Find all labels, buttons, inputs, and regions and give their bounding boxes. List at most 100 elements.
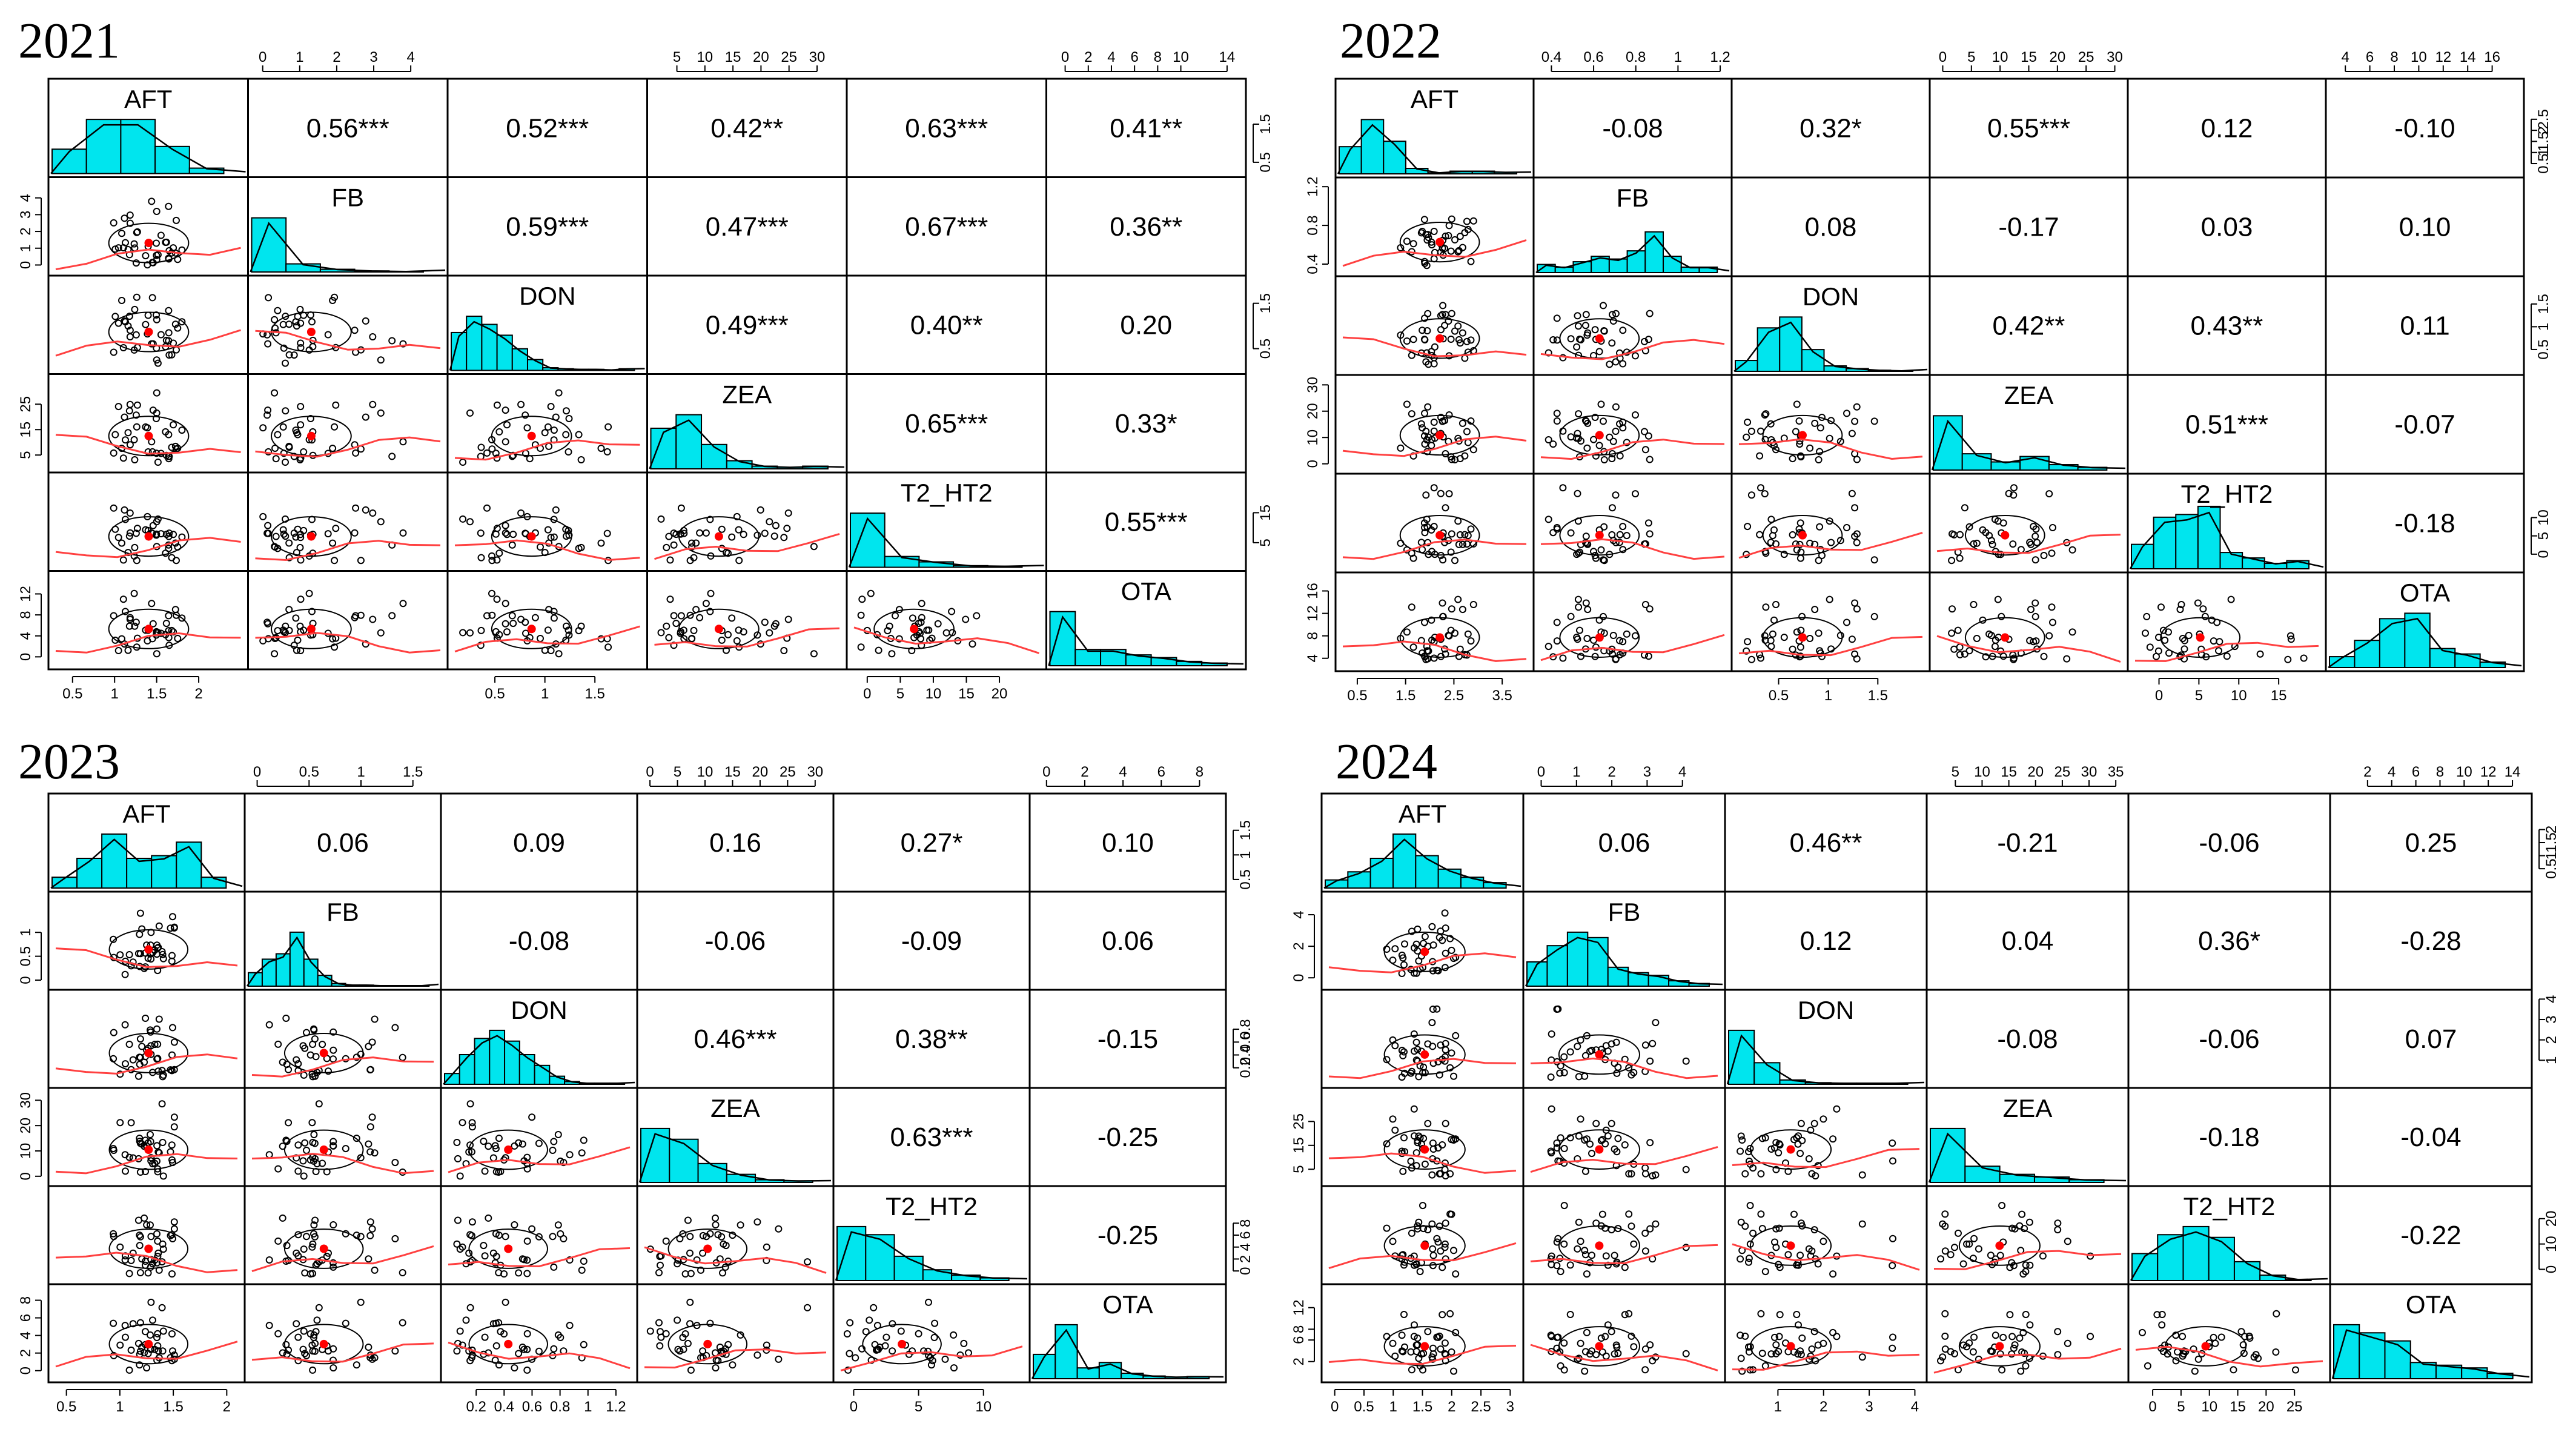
scatter-point — [858, 595, 866, 603]
scatter-point — [1595, 348, 1603, 356]
scatter-point — [523, 1330, 531, 1338]
scatter-point — [918, 614, 925, 622]
scatter-point — [1448, 1049, 1455, 1057]
scatter-point — [1772, 1341, 1780, 1349]
top-tick-label: 6 — [2366, 49, 2374, 65]
scatter-point — [1614, 1063, 1622, 1071]
scatter-point — [1420, 940, 1428, 947]
scatter-point — [1796, 540, 1804, 548]
scatter-point — [1619, 327, 1627, 334]
histogram-bar — [893, 1255, 924, 1282]
scatter-point — [165, 612, 173, 620]
left-tick-label: 2 — [18, 227, 34, 235]
smooth-line — [654, 532, 840, 560]
scatter-point — [366, 1148, 374, 1156]
histogram-bar — [2404, 612, 2431, 668]
scatter-point — [1641, 337, 1648, 345]
left-tick-label: 30 — [1305, 377, 1321, 393]
scatter-point — [693, 1256, 701, 1264]
scatter-point — [357, 1050, 365, 1058]
scatter-point — [555, 389, 563, 397]
scatter-point — [285, 626, 293, 634]
centroid-point — [306, 532, 316, 541]
centroid-point — [1420, 1342, 1429, 1351]
scatter-point — [124, 429, 132, 437]
scatter-point — [775, 1355, 783, 1363]
scatter-point — [2256, 650, 2264, 658]
right-tick-label: 4 — [1237, 1243, 1254, 1251]
scatter-point — [2146, 643, 2154, 651]
scatter-point — [1560, 1366, 1568, 1374]
scatter-point — [165, 351, 173, 359]
scatter-point — [706, 1319, 714, 1327]
scatter-point — [1889, 1344, 1896, 1352]
scatter-point — [159, 1071, 167, 1079]
scatter-point — [1870, 556, 1878, 564]
scatter-point — [124, 322, 132, 330]
scatter-point — [772, 620, 780, 628]
bottom-tick-label: 5 — [915, 1399, 922, 1415]
confidence-ellipse — [667, 1324, 748, 1365]
scatter-point — [722, 1242, 730, 1250]
centroid-point — [1786, 1342, 1795, 1351]
scatter-point — [1391, 1042, 1399, 1050]
scatter-point — [1437, 489, 1445, 497]
scatter-point — [655, 1319, 663, 1327]
scatter-point — [134, 1216, 142, 1224]
scatter-point — [1421, 257, 1428, 265]
scatter-point — [508, 612, 516, 620]
scatter-point — [1853, 403, 1861, 411]
scatter-point — [1941, 1332, 1949, 1340]
scatter-point — [285, 320, 293, 328]
left-tick-label: 16 — [1305, 583, 1321, 599]
scatter-point — [1408, 603, 1415, 611]
scatter-group — [1540, 400, 1725, 463]
scatter-point — [309, 1240, 317, 1248]
scatter-point — [517, 615, 525, 623]
left-tick-label: 8 — [1305, 632, 1321, 640]
scatter-point — [285, 1119, 293, 1127]
scatter-point — [897, 1327, 905, 1335]
scatter-point — [677, 504, 685, 512]
smooth-line — [2134, 641, 2319, 662]
scatter-point — [153, 356, 161, 364]
scatter-point — [126, 400, 134, 408]
top-tick-label: 10 — [1173, 49, 1189, 65]
scatter-group — [1933, 1202, 2122, 1278]
scatter-point — [1998, 1202, 2006, 1210]
scatter-point — [311, 1072, 319, 1080]
histogram-bar — [850, 512, 886, 568]
scatter-point — [1796, 554, 1804, 562]
density-curve — [2328, 617, 2522, 669]
left-tick-label: 15 — [1291, 1137, 1307, 1153]
variable-label: T2_HT2 — [2184, 1192, 2276, 1221]
scatter-point — [1853, 605, 1861, 613]
scatter-point — [968, 640, 976, 648]
scatter-point — [299, 1042, 307, 1050]
scatter-point — [580, 1136, 588, 1144]
scatter-point — [155, 1015, 163, 1023]
scatter-point — [1612, 358, 1620, 366]
correlation-value: 0.36* — [2198, 926, 2260, 956]
cell-frame — [243, 989, 442, 1089]
top-tick-label: 35 — [2108, 764, 2124, 780]
scatter-point — [1761, 411, 1769, 419]
variable-label: FB — [1608, 898, 1641, 926]
scatter-point — [159, 1347, 167, 1355]
left-tick-label: 4 — [1305, 654, 1321, 662]
right-tick-label: 5 — [1257, 539, 1274, 546]
density-curve — [2130, 1231, 2328, 1281]
scatter-point — [324, 530, 332, 538]
bottom-tick-label: 2.5 — [1444, 688, 1464, 704]
scatter-point — [293, 1320, 300, 1328]
scatter-point — [1428, 238, 1435, 246]
scatter-point — [2254, 1354, 2262, 1362]
scatter-group — [55, 293, 241, 367]
bottom-tick-label: 1 — [116, 1399, 124, 1415]
histogram-bar — [1546, 945, 1568, 987]
top-tick-label: 3 — [1643, 764, 1651, 780]
scatter-point — [843, 1330, 851, 1338]
scatter-point — [324, 331, 332, 339]
scatter-point — [662, 1237, 670, 1245]
scatter-point — [1428, 1220, 1436, 1228]
